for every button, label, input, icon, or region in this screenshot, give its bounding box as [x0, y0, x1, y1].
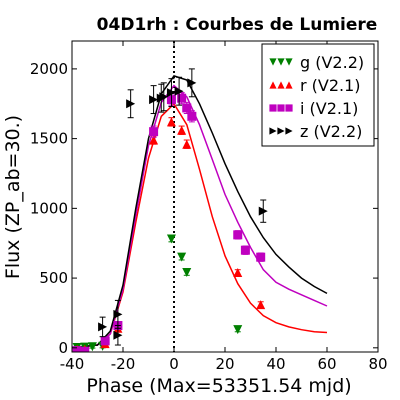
x-tick-label: 20 [215, 355, 234, 373]
legend-label: g (V2.2) [300, 53, 364, 72]
data-point-3 [258, 206, 268, 216]
data-point-2 [177, 93, 187, 103]
legend: g (V2.2) r (V2.1) i (V2.1) z (V2.2) [261, 43, 375, 147]
x-tick-label: 60 [317, 355, 336, 373]
data-point-3 [126, 99, 136, 109]
data-point-0 [182, 268, 192, 278]
data-point-2 [240, 245, 250, 255]
x-axis-label: Phase (Max=53351.54 mjd) [86, 375, 351, 397]
legend-entry: r (V2.1) [269, 76, 361, 95]
data-point-3 [174, 86, 184, 96]
data-point-1 [256, 300, 266, 310]
legend-marker-1 [269, 81, 277, 89]
legend-marker-0 [277, 58, 285, 66]
data-point-0 [233, 325, 243, 335]
legend-marker-2 [285, 104, 293, 112]
data-point-1 [177, 125, 187, 135]
data-point-2 [256, 252, 266, 262]
legend-marker-0 [285, 58, 293, 66]
legend-marker-3 [285, 127, 293, 135]
legend-marker-0 [269, 58, 277, 66]
legend-marker-3 [277, 127, 285, 135]
data-point-3 [159, 92, 169, 102]
y-tick-label: 1500 [30, 130, 68, 148]
x-tick-label: -20 [111, 355, 136, 373]
data-point-2 [72, 346, 82, 352]
legend-entry: z (V2.2) [269, 122, 362, 141]
data-point-1 [149, 135, 159, 145]
data-point-1 [182, 139, 192, 149]
legend-marker-2 [277, 104, 285, 112]
data-point-3 [166, 88, 176, 98]
y-axis-label: Flux (ZP_ab=30.) [2, 115, 24, 279]
legend-marker-2 [269, 104, 277, 112]
data-point-3 [187, 78, 197, 88]
data-point-3 [113, 309, 123, 319]
data-point-1 [166, 117, 176, 127]
model-curve-2 [72, 84, 328, 349]
x-tick-label: 0 [169, 355, 179, 373]
data-point-0 [177, 252, 187, 262]
legend-marker-1 [277, 81, 285, 89]
data-point-3 [113, 330, 123, 340]
data-point-1 [233, 268, 243, 278]
data-point-2 [182, 103, 192, 113]
data-point-0 [166, 234, 176, 244]
legend-label: i (V2.1) [300, 99, 358, 118]
chart-title: 04D1rh : Courbes de Lumiere [97, 15, 378, 35]
legend-label: r (V2.1) [300, 76, 361, 95]
data-point-2 [233, 230, 243, 240]
data-point-2 [149, 127, 159, 137]
model-curve-3 [72, 75, 328, 349]
data-point-3 [149, 95, 159, 105]
x-tick-label: 40 [266, 355, 285, 373]
y-tick-label: 2000 [30, 60, 68, 78]
y-tick-label: 1000 [30, 199, 68, 217]
data-point-0 [87, 342, 97, 352]
legend-label: z (V2.2) [300, 122, 362, 141]
legend-entry: i (V2.1) [269, 99, 358, 118]
data-point-3 [98, 322, 108, 332]
legend-marker-1 [285, 81, 293, 89]
legend-entry: g (V2.2) [269, 53, 364, 72]
data-point-2 [80, 346, 90, 352]
y-tick-label: 500 [39, 269, 68, 287]
data-point-2 [100, 336, 110, 346]
y-tick-label: 0 [58, 339, 68, 357]
legend-marker-3 [269, 127, 277, 135]
data-point-2 [187, 111, 197, 121]
x-tick-label: -40 [60, 355, 85, 373]
x-tick-label: 80 [368, 355, 387, 373]
